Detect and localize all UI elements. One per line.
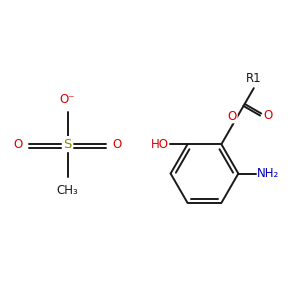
Text: R1: R1: [246, 72, 262, 85]
Text: O: O: [112, 138, 122, 151]
Text: HO: HO: [151, 138, 169, 151]
Text: O⁻: O⁻: [60, 93, 75, 106]
Text: CH₃: CH₃: [57, 184, 78, 197]
Text: O: O: [228, 110, 237, 123]
Text: NH₂: NH₂: [257, 167, 279, 180]
Text: O: O: [14, 138, 23, 151]
Text: S: S: [63, 138, 72, 151]
Text: O: O: [264, 109, 273, 122]
